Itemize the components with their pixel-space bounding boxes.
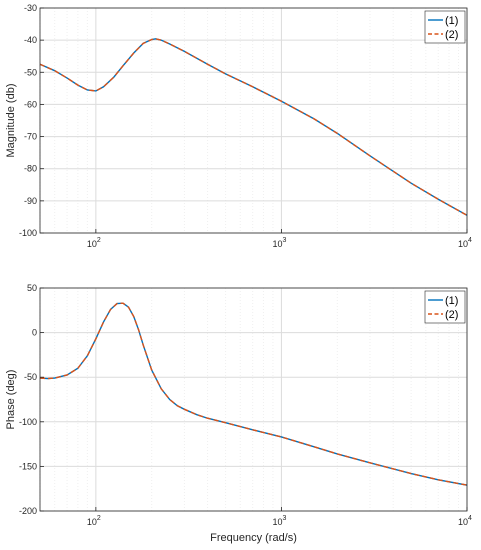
x-tick-exponent: 2 [97, 237, 101, 244]
y-tick-label: -30 [24, 3, 37, 13]
x-tick-base: 10 [272, 517, 282, 527]
x-tick-label: 104 [458, 515, 472, 527]
x-tick-exponent: 4 [468, 515, 472, 522]
phase-x-axis-label: Frequency (rad/s) [210, 532, 297, 544]
y-tick-label: -80 [24, 164, 37, 174]
x-tick-base: 10 [458, 239, 468, 249]
phase-axes-box [39, 287, 468, 512]
x-tick-exponent: 3 [282, 237, 286, 244]
x-tick-base: 10 [87, 239, 97, 249]
phase-legend: (1)(2) [424, 290, 466, 324]
y-tick-label: -100 [19, 417, 37, 427]
y-tick-label: -50 [24, 67, 37, 77]
y-tick-label: -40 [24, 35, 37, 45]
legend-box [424, 290, 466, 324]
x-tick-label: 103 [272, 515, 286, 527]
y-tick-label: -200 [19, 506, 37, 516]
magnitude-series-line-1 [40, 38, 467, 216]
y-tick-label: -70 [24, 132, 37, 142]
legend-label-1: (1) [445, 295, 458, 307]
x-tick-base: 10 [458, 517, 468, 527]
y-tick-label: -150 [19, 461, 37, 471]
phase-series-line-1 [40, 302, 467, 486]
legend-box [424, 10, 466, 44]
magnitude-grid [39, 7, 468, 234]
x-tick-exponent: 4 [468, 237, 472, 244]
magnitude-y-axis-label: Magnitude (db) [5, 84, 17, 158]
x-tick-label: 103 [272, 237, 286, 249]
magnitude-axes-box [39, 7, 468, 234]
y-tick-label: 0 [32, 328, 37, 338]
y-tick-label: 50 [27, 283, 37, 293]
phase-y-axis-label: Phase (deg) [5, 370, 17, 430]
y-tick-label: -60 [24, 99, 37, 109]
y-tick-label: -100 [19, 228, 37, 238]
x-tick-label: 104 [458, 237, 472, 249]
x-tick-label: 102 [87, 237, 101, 249]
x-tick-exponent: 3 [282, 515, 286, 522]
x-tick-label: 102 [87, 515, 101, 527]
legend-label-2: (2) [445, 309, 458, 321]
magnitude-series-line-2 [40, 38, 467, 216]
y-tick-label: -50 [24, 372, 37, 382]
phase-series-line-2 [40, 302, 467, 486]
x-tick-base: 10 [272, 239, 282, 249]
legend-label-2: (2) [445, 29, 458, 41]
y-tick-label: -90 [24, 196, 37, 206]
legend-label-1: (1) [445, 15, 458, 27]
magnitude-legend: (1)(2) [424, 10, 466, 44]
x-tick-exponent: 2 [97, 515, 101, 522]
x-tick-base: 10 [87, 517, 97, 527]
